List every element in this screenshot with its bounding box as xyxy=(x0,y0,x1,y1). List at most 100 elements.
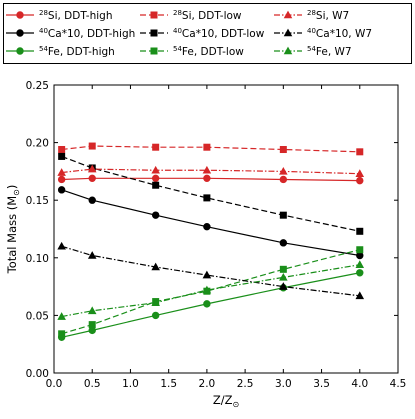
data-point xyxy=(57,168,66,176)
legend-text: Si, DDT-high xyxy=(48,10,113,22)
data-point xyxy=(203,300,211,308)
series-2 xyxy=(57,186,364,260)
data-point xyxy=(279,175,288,184)
legend-label-8: 40Ca*10, W7 xyxy=(307,27,372,40)
legend-text: Fe, DDT-high xyxy=(48,46,115,58)
data-point xyxy=(57,312,66,320)
data-point xyxy=(88,321,96,329)
data-point xyxy=(87,164,97,173)
data-point xyxy=(202,285,212,294)
y-axis-label-sub: ⊙ xyxy=(12,189,21,196)
legend-frame xyxy=(3,3,412,64)
legend-label-6: 54Fe, DDT-low xyxy=(173,45,244,58)
series-line-1 xyxy=(61,177,360,182)
data-point xyxy=(356,176,364,185)
legend-label-3: 54Fe, DDT-high xyxy=(39,45,115,58)
y-tick-label: 0.00 xyxy=(26,368,49,380)
legend-label-1: 28Si, DDT-high xyxy=(39,9,112,22)
data-point xyxy=(57,175,66,184)
legend-marker-4 xyxy=(150,11,158,19)
data-point xyxy=(279,282,288,290)
data-point xyxy=(58,152,66,160)
series-line-4 xyxy=(61,145,360,153)
data-point xyxy=(202,165,212,174)
legend-isotope: 28 xyxy=(307,9,316,17)
legend-text: Si, DDT-low xyxy=(182,10,242,22)
y-tick-label: 0.10 xyxy=(26,253,49,265)
legend-isotope: 54 xyxy=(307,45,316,53)
data-point xyxy=(152,181,160,189)
series-3 xyxy=(57,269,364,341)
data-point xyxy=(203,222,211,231)
series-line-5 xyxy=(61,155,360,232)
series-line-3 xyxy=(61,272,360,338)
series-line-2 xyxy=(61,189,360,257)
x-axis-label: Z/Z⊙ xyxy=(213,393,239,409)
data-point xyxy=(87,251,97,259)
x-tick-label: 4.0 xyxy=(351,378,368,390)
legend-marker-8 xyxy=(283,28,293,37)
series-7 xyxy=(57,164,365,177)
legend-text: Fe, DDT-low xyxy=(182,46,244,58)
legend-isotope: 40 xyxy=(307,27,316,35)
legend-isotope: 28 xyxy=(173,9,182,17)
data-point xyxy=(355,169,365,177)
data-point xyxy=(279,239,288,247)
y-axis-label-close: ) xyxy=(5,185,19,190)
legend-text: Si, W7 xyxy=(316,10,349,22)
y-tick-label: 0.05 xyxy=(26,310,49,322)
data-point xyxy=(58,146,66,154)
data-point xyxy=(88,142,96,150)
data-point xyxy=(203,174,211,183)
data-point xyxy=(355,291,365,300)
legend-label-5: 40Ca*10, DDT-low xyxy=(173,27,265,40)
data-point xyxy=(356,227,364,235)
legend-label-7: 28Si, W7 xyxy=(307,9,349,22)
series-5 xyxy=(58,152,364,235)
legend-marker-6 xyxy=(150,47,158,55)
x-tick-label: 3.5 xyxy=(313,378,330,390)
data-point xyxy=(88,196,96,204)
legend-label-2: 40Ca*10, DDT-high xyxy=(39,27,135,40)
y-axis-label: Total Mass (M⊙) xyxy=(5,185,21,275)
data-point xyxy=(58,330,66,338)
legend-text: Fe, W7 xyxy=(316,46,352,58)
x-tick-label: 2.5 xyxy=(237,378,254,390)
x-tick-label: 4.5 xyxy=(390,378,407,390)
series-line-9 xyxy=(61,264,360,318)
series-4 xyxy=(58,142,364,156)
series-9 xyxy=(57,260,365,320)
data-point xyxy=(355,260,365,268)
legend-marker-3 xyxy=(16,47,24,55)
plot-area xyxy=(57,142,365,341)
series-line-6 xyxy=(61,249,360,335)
legend-marker-1 xyxy=(16,11,24,19)
legend-marker-5 xyxy=(150,29,158,37)
x-tick-label: 0.0 xyxy=(46,378,63,390)
data-point xyxy=(151,211,160,219)
legend-isotope: 40 xyxy=(39,27,48,35)
legend-marker-7 xyxy=(283,10,293,19)
data-point xyxy=(151,311,160,320)
data-point xyxy=(152,143,160,151)
data-point xyxy=(279,265,287,273)
legend-isotope: 40 xyxy=(173,27,182,35)
data-point xyxy=(57,241,66,250)
series-6 xyxy=(58,246,364,338)
series-line-7 xyxy=(61,168,360,175)
data-point xyxy=(356,269,364,277)
data-point xyxy=(203,194,211,202)
data-point xyxy=(151,262,160,271)
legend-isotope: 54 xyxy=(39,45,48,53)
legend-label-4: 28Si, DDT-low xyxy=(173,9,242,22)
x-tick-label: 1.0 xyxy=(122,378,139,390)
series-1 xyxy=(57,174,364,185)
data-point xyxy=(57,186,66,194)
data-point xyxy=(279,272,288,281)
x-axis-label-text: Z/Z xyxy=(213,393,233,407)
axes: 0.0 0.5 1.0 1.5 2.0 2.5 3.0 3.5 4.0 4.5 0.00 0.05 0.… xyxy=(5,80,406,409)
x-tick-label: 2.0 xyxy=(199,378,216,390)
